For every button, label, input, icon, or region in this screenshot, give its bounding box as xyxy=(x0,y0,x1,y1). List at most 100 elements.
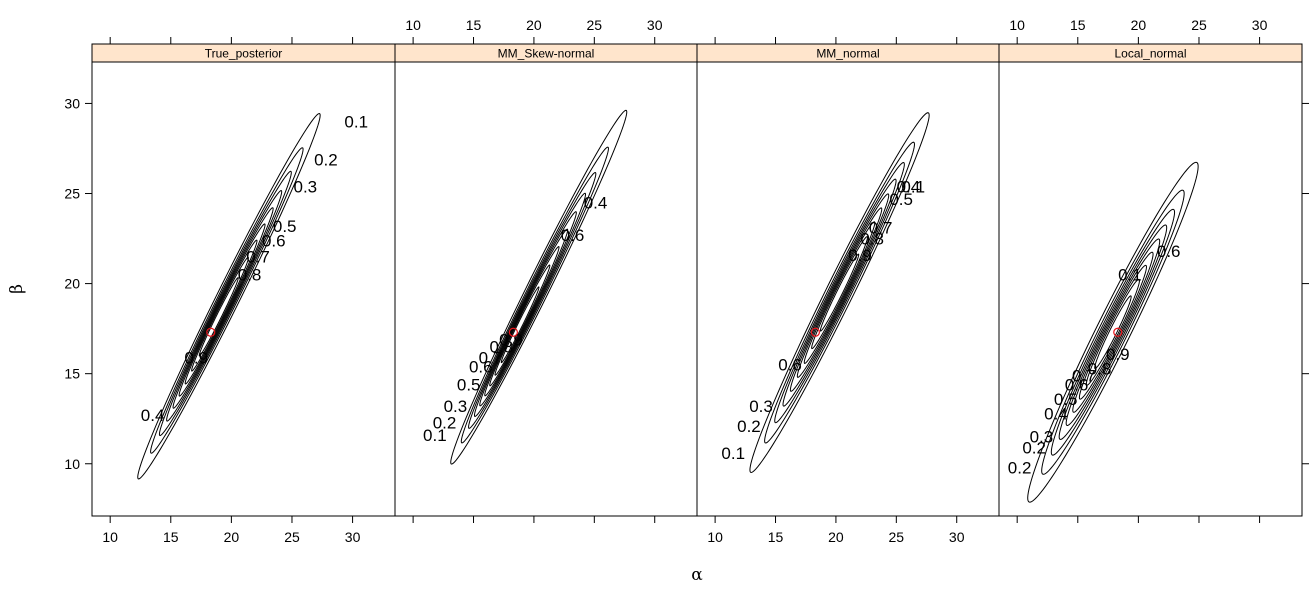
contour-2-level-0.2 xyxy=(460,146,609,444)
y-tick-label-30: 30 xyxy=(64,95,80,111)
contour-label-3-3: 0.7 xyxy=(869,219,893,238)
contour-3-level-0.1 xyxy=(749,112,930,474)
contour-label-3-9: 0.1 xyxy=(721,444,745,463)
contour-4-level-0.8 xyxy=(1085,278,1140,386)
x-tick-label-top-4-20: 20 xyxy=(1131,17,1147,33)
y-tick-label-20: 20 xyxy=(64,276,80,292)
y-tick-label-25: 25 xyxy=(64,186,80,202)
contour-label-2-1: 0.6 xyxy=(561,226,585,245)
contour-label-4-4: 0.7 xyxy=(1072,366,1096,385)
contour-label-4-8: 0.3 xyxy=(1030,428,1054,447)
contour-4-level-0.3 xyxy=(1050,208,1176,456)
contour-label-3-5: 0.9 xyxy=(848,246,872,265)
contour-2-level-0.4 xyxy=(473,192,587,417)
x-tick-label-3-10: 10 xyxy=(707,529,723,545)
contour-label-4-5: 0.6 xyxy=(1065,375,1089,394)
contour-label-4-2: 0.9 xyxy=(1106,345,1130,364)
contour-label-4-10: 0.2 xyxy=(1008,458,1032,477)
x-tick-label-1-25: 25 xyxy=(284,529,300,545)
contour-label-4-3: 0.8 xyxy=(1088,359,1112,378)
contour-label-3-6: 0.6 xyxy=(778,356,802,375)
contour-label-4-6: 0.5 xyxy=(1054,390,1078,409)
contour-label-1-6: 0.8 xyxy=(238,266,262,285)
contour-1-level-0.6 xyxy=(178,223,266,397)
contour-label-4-9: 0.2 xyxy=(1022,439,1046,458)
contour-1-level-0.5 xyxy=(172,207,274,409)
x-tick-label-top-2-25: 25 xyxy=(587,17,603,33)
contour-label-2-4: 0.7 xyxy=(479,348,503,367)
contour-1-level-0.4 xyxy=(166,190,283,422)
x-tick-label-3-25: 25 xyxy=(889,529,905,545)
contour-label-4-1: 0.6 xyxy=(1157,242,1181,261)
contour-label-4-0: 0.1 xyxy=(1118,266,1142,285)
contour-label-1-0: 0.1 xyxy=(344,112,368,131)
contour-2-level-0.3 xyxy=(468,171,597,429)
contour-3-level-0.9 xyxy=(819,253,860,332)
x-tick-label-1-30: 30 xyxy=(345,529,361,545)
contour-2-level-0.7 xyxy=(489,246,560,387)
contour-4-level-0.6 xyxy=(1072,251,1154,413)
contour-1-level-0.2 xyxy=(150,147,304,454)
contour-label-3-1: 0.4 xyxy=(897,177,921,196)
x-tick-label-1-20: 20 xyxy=(224,529,240,545)
contour-label-3-4: 0.8 xyxy=(860,230,884,249)
contour-label-1-3: 0.5 xyxy=(273,217,297,236)
contour-label-2-8: 0.2 xyxy=(433,413,457,432)
contour-3-level-0.2 xyxy=(764,141,915,444)
contour-group-2: 0.40.60.90.80.70.60.50.30.20.1 xyxy=(423,109,628,465)
contour-label-2-7: 0.3 xyxy=(444,397,468,416)
contour-2-level-0.5 xyxy=(479,211,577,407)
contour-2-level-0.1 xyxy=(450,109,628,465)
contour-label-3-7: 0.3 xyxy=(749,397,773,416)
contour-label-1-7: 0.9 xyxy=(184,348,208,367)
x-tick-label-top-2-30: 30 xyxy=(647,17,663,33)
contour-label-3-0: 0.1 xyxy=(901,177,925,196)
contour-label-1-4: 0.6 xyxy=(262,231,286,250)
contour-4-level-0.4 xyxy=(1058,224,1168,440)
x-tick-label-top-2-15: 15 xyxy=(466,17,482,33)
contour-label-1-2: 0.3 xyxy=(293,177,317,196)
contour-1-level-0.7 xyxy=(184,239,258,385)
contour-3-level-0.5 xyxy=(789,193,890,392)
contour-label-2-5: 0.6 xyxy=(469,357,493,376)
contour-1-level-0.1 xyxy=(137,112,321,480)
strip-title-1: True_posterior xyxy=(205,47,283,61)
contour-label-2-3: 0.8 xyxy=(489,338,513,357)
contour-group-1: 0.1 0.2 0.3 0.50.60.70.8 0.9 0.4 xyxy=(137,112,368,480)
x-tick-label-1-10: 10 xyxy=(102,529,118,545)
x-tick-label-top-4-25: 25 xyxy=(1191,17,1207,33)
x-tick-label-3-15: 15 xyxy=(768,529,784,545)
contour-4-level-0.1 xyxy=(1027,161,1199,503)
contour-4-level-0.5 xyxy=(1065,238,1161,426)
contour-3-level-0.7 xyxy=(803,221,876,364)
strip-title-4: Local_normal xyxy=(1114,47,1186,61)
contour-4-level-0.2 xyxy=(1041,189,1185,475)
y-tick-label-10: 10 xyxy=(64,456,80,472)
contour-3-level-0.3 xyxy=(774,161,905,424)
x-tick-label-3-20: 20 xyxy=(828,529,844,545)
contour-3-level-0.4 xyxy=(782,178,897,407)
contour-1-level-0.8 xyxy=(191,256,249,372)
contour-label-1-8: 0.4 xyxy=(141,406,165,425)
contour-2-level-0.9 xyxy=(500,286,540,364)
point-estimate-2 xyxy=(508,327,518,337)
strip-title-3: MM_normal xyxy=(816,47,879,61)
contour-label-2-9: 0.1 xyxy=(423,426,447,445)
x-tick-label-top-4-30: 30 xyxy=(1252,17,1268,33)
strip-title-2: MM_Skew-normal xyxy=(498,47,595,61)
contour-2-level-0.8 xyxy=(494,264,551,376)
point-estimate-4 xyxy=(1113,327,1123,337)
contour-label-2-6: 0.5 xyxy=(457,375,481,394)
y-axis-title: β xyxy=(7,284,27,294)
x-tick-label-1-15: 15 xyxy=(163,529,179,545)
contour-3-level-0.8 xyxy=(811,236,868,350)
contour-group-4: 0.10.60.90.80.70.60.50.40.30.20.2 xyxy=(1008,161,1199,503)
contour-1-level-0.3 xyxy=(158,170,292,437)
contour-label-1-1: 0.2 xyxy=(314,150,338,169)
x-tick-label-top-4-15: 15 xyxy=(1070,17,1086,33)
contour-label-4-7: 0.4 xyxy=(1044,404,1068,423)
contour-label-3-8: 0.2 xyxy=(737,417,761,436)
contour-2-level-0.6 xyxy=(484,228,569,397)
